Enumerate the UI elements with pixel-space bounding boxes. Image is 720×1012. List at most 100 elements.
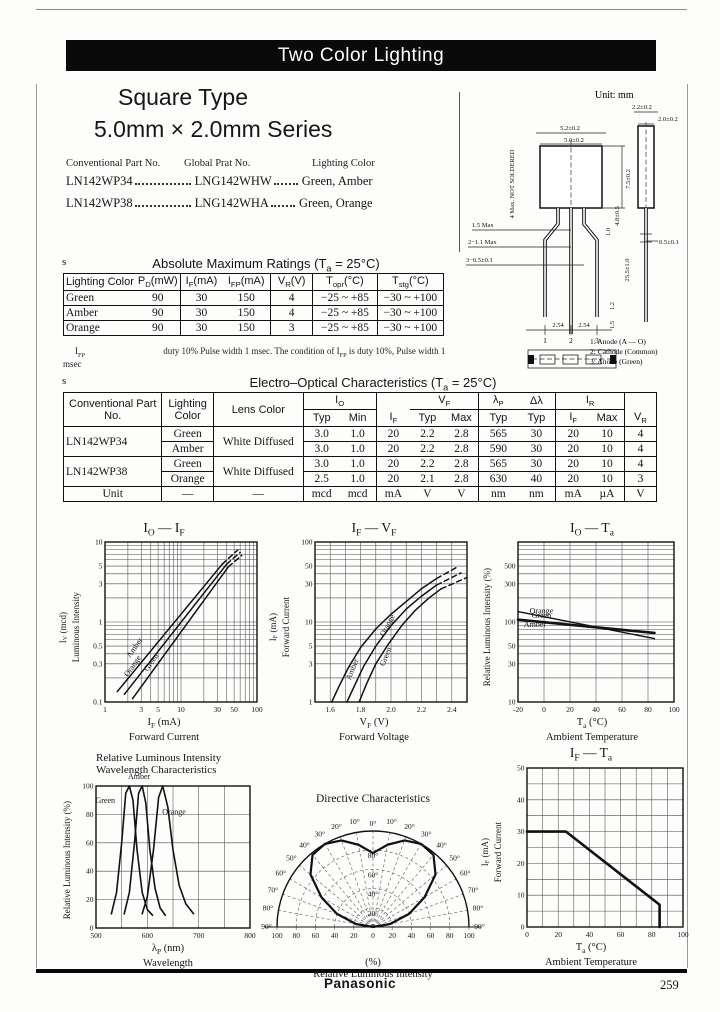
series-orange	[141, 785, 195, 915]
amr-h-if: IF(mA)	[179, 273, 223, 291]
chart-title: IF — VF	[351, 520, 397, 539]
chart-title: IO — IF	[143, 520, 185, 539]
series-green	[131, 566, 229, 700]
amr-table: Lighting Color PD(mW) IF(mA) IFP(mA) VR(…	[63, 273, 444, 337]
x-tick-label: 1.6	[325, 705, 335, 714]
y-tick-label: 10	[517, 891, 525, 900]
amr-h-vr: VR(V)	[270, 273, 313, 291]
series-dashed	[435, 566, 457, 580]
lighting-color: Green, Orange	[298, 196, 373, 210]
y-axis-label: IF (mA) Forward Current	[268, 596, 291, 658]
y-tick-label: 3	[309, 659, 313, 668]
curve-label: Orange	[162, 807, 186, 816]
eoc-val: 30	[530, 458, 543, 471]
amr-row-green: Green 90 30 150 4 −25 ~ +85 −30 ~ +100	[64, 290, 444, 306]
x-tick-label: 80	[644, 705, 652, 714]
curve-label: Green	[95, 796, 115, 805]
eoc-val: 4	[623, 441, 657, 457]
series-green	[110, 785, 154, 917]
y-tick-label: 0.3	[93, 659, 103, 668]
category-title: Two Color Lighting	[277, 44, 445, 66]
scale-label: 60	[427, 931, 435, 940]
angle-label: 20°	[404, 822, 415, 831]
eoc-val: 10	[601, 458, 613, 471]
y-tick-label: 300	[504, 579, 516, 588]
series-orange	[345, 584, 438, 703]
x-tick-label: 0	[542, 705, 546, 714]
angle-label: 90°	[261, 922, 272, 931]
eoc-table: Conventional Part No. Lighting Color Len…	[63, 392, 657, 503]
x-tick-label: 3	[139, 705, 143, 714]
dim-2.54-a: 2.54	[552, 322, 564, 329]
eoc-val: 20	[375, 441, 411, 457]
x-axis-label: Ta (°C) Ambient Temperature	[545, 717, 639, 744]
chart-if-ta: IF — Ta IF (mA) Forward Current 0 20 40 60 80…	[480, 745, 702, 969]
y-tick-label: 60	[86, 838, 94, 847]
amr-cell: −25 ~ +85	[312, 290, 378, 306]
category-header-bar: Two Color Lighting	[66, 40, 656, 71]
amr-cell: 30	[179, 290, 223, 306]
x-tick-label: 5	[156, 705, 160, 714]
pin-1-label: 1	[543, 336, 547, 345]
angle-label: 20°	[331, 822, 342, 831]
x-tick-label: 60	[618, 705, 626, 714]
y-tick-label: 40	[86, 867, 94, 876]
series-dashed	[227, 554, 243, 568]
plot-directive: 0°10° 10°20° 20°30° 30°40° 40°50° 50°60° 60°70…	[261, 817, 485, 940]
eoc-val: 2.8	[454, 428, 469, 441]
eoc-val: 565	[478, 456, 518, 472]
angle-label: 0°	[370, 819, 377, 828]
eoc-val: 20	[375, 426, 411, 442]
leader-dots	[273, 182, 298, 185]
eoc-unit: µA	[599, 488, 615, 501]
x-tick-label: 2.0	[386, 705, 396, 714]
plot-io-ta: -20 0 20 40 60 80 100 500 300 100 50 30 10 OrangeGree…	[504, 541, 680, 714]
eoc-sh: Typ	[478, 409, 518, 427]
y-axis-label: Relative Luminous Intensity (%)	[482, 567, 492, 687]
angle-label: 90°	[474, 922, 485, 931]
x-tick-label: 40	[592, 705, 600, 714]
eoc-val: 4	[623, 456, 657, 472]
x-tick-label: 100	[677, 930, 689, 939]
eoc-val: 20	[555, 471, 591, 487]
angle-label: 30°	[421, 830, 432, 839]
eoc-h-io: IO	[302, 392, 377, 411]
eoc-h-vf: VF	[410, 392, 479, 411]
angle-ray	[278, 910, 374, 928]
page-title: Square Type	[118, 84, 249, 110]
angle-label: 40°	[299, 840, 310, 849]
axis-box	[95, 785, 251, 929]
amr-cell: 4	[270, 290, 313, 306]
y-tick-label: 30	[305, 579, 313, 588]
amr-h-tstg: Tstg(°C)	[376, 273, 444, 291]
dim-5.2: 5.2±0.2	[560, 125, 580, 132]
eoc-val: 565	[478, 426, 518, 442]
pin-2-label: 2	[569, 336, 573, 345]
content-divider	[459, 92, 460, 252]
amr-cell: 90	[135, 305, 181, 321]
plot-io-if: 1 3 5 10 30 50 100105310.50.30.1AmberOrangeGre…	[93, 538, 263, 715]
y-tick-label: 10	[305, 618, 313, 627]
chart-directive: Directive Characteristics 0° 10° 10° 20° 20°…	[248, 792, 498, 981]
eoc-val: 20	[375, 471, 411, 487]
x-tick-label: 100	[251, 705, 263, 714]
eoc-sh: IF	[555, 409, 591, 427]
y-tick-label: 100	[82, 782, 94, 791]
series-amber	[116, 563, 223, 693]
leader-dots	[270, 204, 295, 207]
eoc-h-color: Lighting Color	[161, 392, 214, 427]
eoc-h-part: Conventional Part No.	[69, 397, 157, 422]
eoc-sh: Typ	[302, 409, 340, 427]
y-tick-label: 3	[99, 579, 103, 588]
dim-1.5max: 1.5 Max	[472, 222, 494, 229]
x-tick-label: 10	[177, 705, 185, 714]
series-derating	[525, 830, 661, 929]
eoc-h-vr: VR	[623, 392, 657, 427]
eoc-unit: Unit	[102, 488, 123, 501]
eoc-h-dl: Δλ	[517, 392, 556, 411]
eoc-unit: nm	[478, 486, 518, 502]
part-row: LN142WP34 LNG142WHW Green, Amber	[66, 174, 458, 196]
amr-cell: −30 ~ +100	[376, 320, 444, 336]
y-tick-label: 100	[504, 618, 516, 627]
eoc-val: 1.0	[339, 441, 377, 457]
